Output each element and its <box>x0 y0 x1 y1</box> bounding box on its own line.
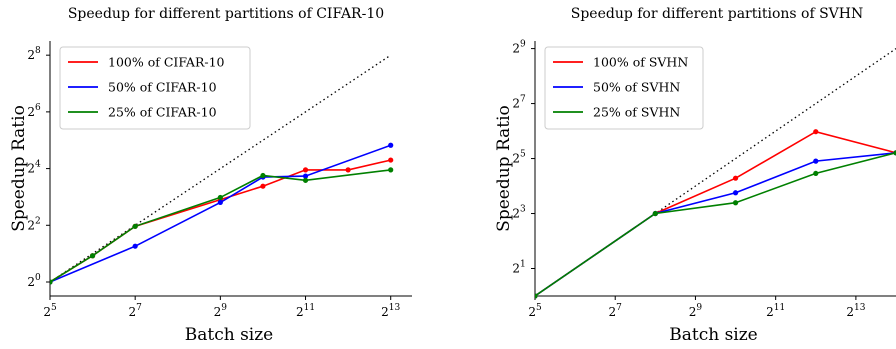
chart1-series-line-2 <box>50 144 391 283</box>
chart1-x-tick-label: 25 <box>43 303 57 319</box>
chart1-y-tick-label: 22 <box>27 216 40 232</box>
chart1-panel: Speedup for different partitions of CIFA… <box>9 6 412 345</box>
chart2-series-line-3 <box>535 152 896 297</box>
chart2-series-3-point <box>535 293 538 299</box>
chart1-series-line-1 <box>50 159 391 283</box>
chart2-series-3-point <box>893 150 896 156</box>
chart1-series-3-point <box>132 223 138 229</box>
chart1-series-3-point <box>50 279 53 285</box>
chart2-series-2-point <box>732 190 739 196</box>
chart1-series-2-point <box>388 142 394 148</box>
chart2-x-tick-label: 25 <box>528 303 542 319</box>
chart1-series-2-point <box>302 173 309 179</box>
chart1-series-2-point <box>217 199 223 205</box>
chart1-series-1-point <box>302 167 309 173</box>
chart2-y-tick-label: 27 <box>512 95 526 111</box>
chart1-x-axis-label: Batch size <box>185 325 274 345</box>
chart1-series-1-point <box>388 157 394 163</box>
chart1-series-1-point <box>345 167 351 173</box>
chart1-legend-label-3: 25% of CIFAR-10 <box>108 105 217 120</box>
chart2-series-1-point <box>732 175 739 181</box>
chart1-series-3-point <box>260 172 266 179</box>
chart1-series-line-3 <box>50 169 391 283</box>
chart2-y-tick-label: 29 <box>512 40 526 56</box>
chart2-series-line-1 <box>535 130 896 297</box>
chart1-legend-label-2: 50% of CIFAR-10 <box>108 80 217 95</box>
chart2-series-2-point <box>813 158 819 164</box>
chart1-x-tick-label: 213 <box>381 303 400 319</box>
chart1-series-1-point <box>260 183 266 189</box>
chart2-x-tick-label: 27 <box>609 303 623 319</box>
chart2-legend-box <box>544 46 704 130</box>
chart1-series-3-point <box>302 177 309 183</box>
chart1-y-axis-label: Speedup Ratio <box>9 105 29 232</box>
chart2-series-1-point <box>813 129 819 135</box>
chart1-y-tick-label: 28 <box>27 46 41 62</box>
chart2-series-line-2 <box>535 152 896 297</box>
chart2-legend-label-3: 25% of SVHN <box>593 105 680 120</box>
chart1-legend-label-1: 100% of CIFAR-10 <box>108 55 225 70</box>
chart2-x-tick-label: 29 <box>689 303 703 319</box>
chart2-y-tick-label: 25 <box>512 150 526 166</box>
chart1-legend-box <box>59 46 251 130</box>
chart1-x-tick-label: 27 <box>128 303 142 319</box>
chart1-y-tick-label: 24 <box>27 160 41 176</box>
chart2-title: Speedup for different partitions of SVHN <box>571 6 864 22</box>
chart2-series-3-point <box>813 170 819 177</box>
chart1-series-3-point <box>388 167 394 173</box>
chart1-series-3-point <box>89 253 96 259</box>
chart1-y-tick-label: 26 <box>27 103 41 119</box>
chart1-series-2-point <box>132 243 138 249</box>
chart2-panel: Speedup for different partitions of SVHN… <box>494 6 896 345</box>
chart1-series-3-point <box>217 194 223 201</box>
chart2-series-3-point <box>732 200 739 206</box>
chart2-series-3-point <box>652 210 658 217</box>
chart1-title: Speedup for different partitions of CIFA… <box>68 6 384 22</box>
chart2-y-axis-label: Speedup Ratio <box>494 105 514 232</box>
chart1-x-tick-label: 211 <box>296 303 315 319</box>
chart2-y-tick-label: 23 <box>512 205 526 221</box>
chart2-y-tick-label: 21 <box>512 260 525 276</box>
chart2-x-tick-label: 211 <box>766 303 785 319</box>
chart2-x-axis-label: Batch size <box>669 325 758 345</box>
chart1-y-tick-label: 20 <box>27 273 41 289</box>
chart1-x-tick-label: 29 <box>214 303 228 319</box>
chart1-ideal-speedup-line <box>50 54 392 283</box>
chart2-x-tick-label: 213 <box>846 303 865 319</box>
chart2-legend-label-1: 100% of SVHN <box>593 55 688 70</box>
chart2-legend-label-2: 50% of SVHN <box>593 80 680 95</box>
